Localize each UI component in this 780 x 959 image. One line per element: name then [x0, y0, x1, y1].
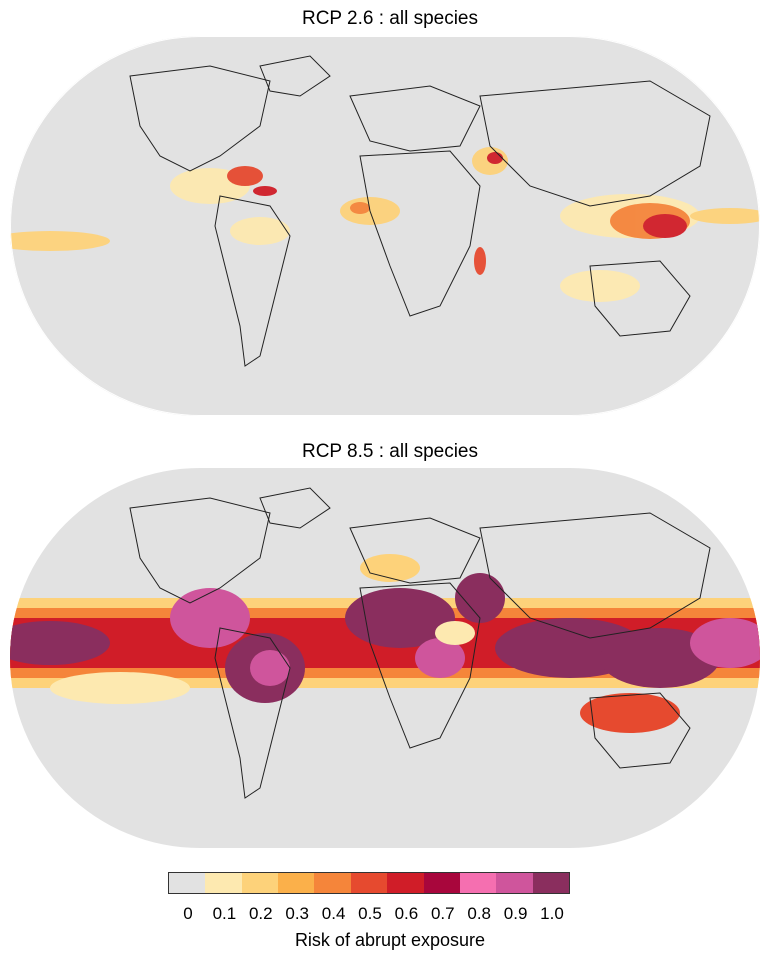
legend-swatch — [278, 873, 315, 893]
map-title-rcp85: RCP 8.5 : all species — [301, 441, 478, 462]
legend-swatch — [496, 873, 533, 893]
legend-title: Risk of abrupt exposure — [294, 930, 486, 950]
legend-color-bar — [168, 872, 570, 894]
continent-outlines — [129, 487, 711, 799]
legend-swatch — [423, 873, 460, 893]
legend-swatch — [205, 873, 242, 893]
legend-tick-label: 0.9 — [503, 904, 528, 923]
legend-tick-label: 0.2 — [248, 904, 273, 923]
legend-tick-labels: 0 0.1 0.2 0.3 0.4 0.5 0.6 0.7 0.8 0.9 1.0 — [0, 904, 780, 928]
legend-tick-label: 0.1 — [212, 904, 237, 923]
legend-tick-label: 0.8 — [467, 904, 492, 923]
legend-swatch — [532, 873, 569, 893]
legend-tick-label: 0.3 — [285, 904, 310, 923]
risk-patches — [10, 147, 760, 302]
legend-tick-label: 1.0 — [540, 904, 564, 923]
map-title-rcp26: RCP 2.6 : all species — [301, 8, 478, 29]
legend-swatch — [459, 873, 497, 893]
legend-tick-label: 0 — [183, 904, 193, 923]
legend-tick-label: 0.6 — [394, 904, 419, 923]
legend-tick-label: 0.7 — [430, 904, 455, 923]
color-legend — [168, 872, 570, 894]
legend-swatch — [169, 873, 206, 893]
legend-swatch — [241, 873, 279, 893]
world-map-rcp26 — [10, 36, 760, 416]
legend-tick-label: 0.4 — [321, 904, 346, 923]
continent-outlines — [129, 55, 711, 367]
world-map-rcp85 — [10, 468, 760, 848]
legend-swatch — [387, 873, 424, 893]
legend-tick-label: 0.5 — [358, 904, 382, 923]
legend-swatch — [314, 873, 351, 893]
legend-swatch — [350, 873, 388, 893]
